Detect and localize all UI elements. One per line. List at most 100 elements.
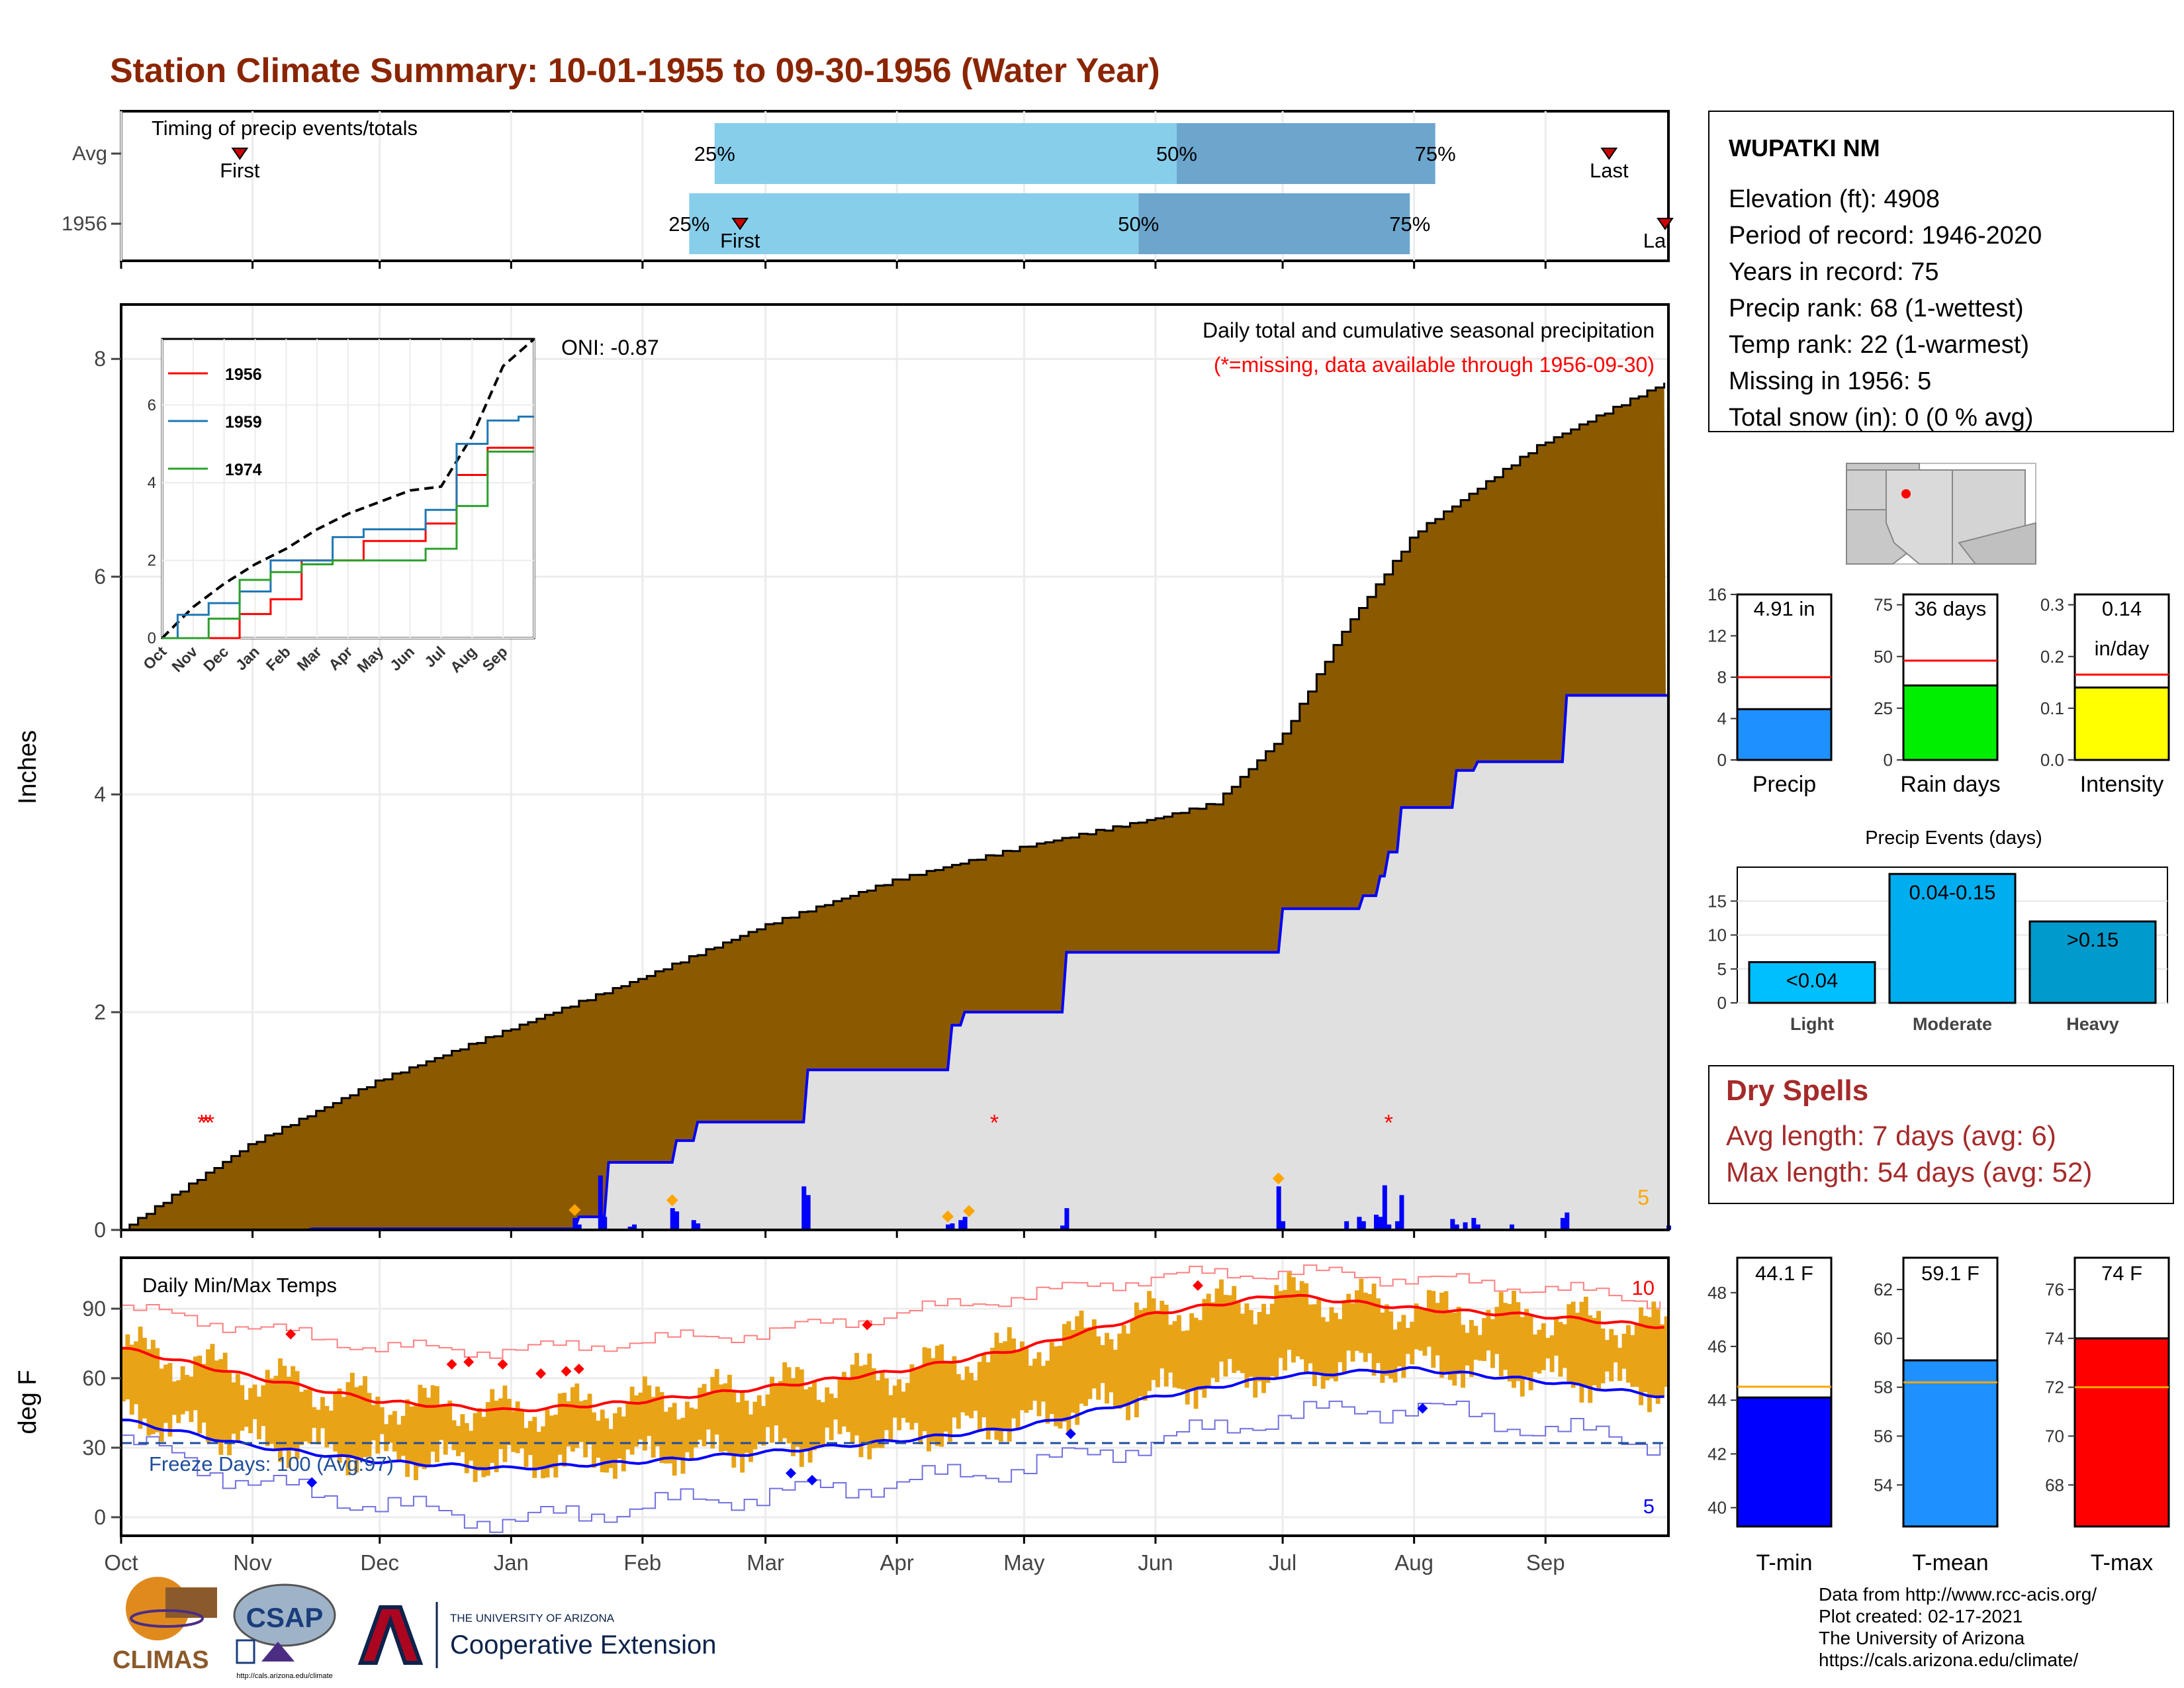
daily-temp-bar <box>719 1384 724 1452</box>
month-label: Jul <box>1269 1550 1297 1575</box>
logos: CLIMAS CSAP http://cals.arizona.edu/clim… <box>113 1577 716 1680</box>
record-high-line <box>121 1264 1661 1359</box>
daily-temp-bar <box>578 1401 584 1442</box>
daily-temp-bar <box>371 1405 376 1440</box>
daily-temp-bar <box>1079 1310 1084 1404</box>
daily-temp-bar <box>858 1366 864 1458</box>
events-category-label: Moderate <box>1913 1014 1992 1034</box>
normal-min-line <box>120 1366 1664 1471</box>
daily-precip-bar <box>1374 1214 1379 1230</box>
daily-temp-bar <box>1431 1291 1436 1368</box>
daily-temp-bar <box>765 1394 770 1427</box>
precip-header: Daily total and cumulative seasonal prec… <box>1203 318 1655 342</box>
daily-temp-bar <box>740 1392 745 1473</box>
daily-temp-bar <box>1477 1335 1482 1361</box>
daily-temp-bar <box>727 1374 732 1455</box>
daily-temp-bar <box>1414 1303 1419 1350</box>
events-y-tick-label: 5 <box>1717 959 1727 979</box>
daily-temp-bar <box>214 1360 219 1444</box>
daily-temp-bar <box>1019 1341 1024 1411</box>
temp-bar-x-label: T-mean <box>1912 1550 1988 1575</box>
daily-temp-bar <box>1392 1329 1398 1383</box>
timing-pct-label: 75% <box>1415 142 1456 165</box>
mini-bar-y-tick-label: 75 <box>1874 595 1893 615</box>
daily-temp-bar <box>307 1387 312 1444</box>
inset-series-line <box>162 415 534 639</box>
daily-temp-bar <box>282 1366 287 1451</box>
daily-temp-bar <box>693 1409 698 1448</box>
daily-temp-bar <box>1604 1340 1610 1372</box>
daily-temp-bar <box>752 1401 758 1450</box>
dry-spells-max: Max length: 54 days (avg: 52) <box>1726 1156 2092 1188</box>
daily-temp-bar <box>218 1359 224 1455</box>
daily-temp-bar <box>761 1405 766 1446</box>
daily-precip-bar <box>598 1175 603 1230</box>
daily-temp-bar <box>1308 1304 1313 1364</box>
temp-bar-x-label: T-min <box>1756 1550 1813 1575</box>
daily-temp-bar <box>400 1415 406 1456</box>
events-bar-label: >0.15 <box>2067 928 2118 951</box>
daily-temp-bar <box>485 1402 490 1476</box>
page-title: Station Climate Summary: 10-01-1955 to 0… <box>110 52 1160 90</box>
daily-temp-bar <box>1015 1350 1021 1430</box>
record-max-marker <box>561 1366 572 1377</box>
temp-bar-y-tick-label: 56 <box>1874 1426 1893 1446</box>
daily-temp-bar <box>180 1366 185 1415</box>
daily-temp-bar <box>1588 1315 1593 1403</box>
daily-temp-bar <box>235 1374 240 1443</box>
daily-temp-bar <box>197 1355 203 1434</box>
daily-temp-bar <box>430 1385 435 1452</box>
daily-temp-bar <box>1401 1315 1406 1378</box>
daily-temp-bar <box>265 1370 270 1446</box>
daily-temp-bar <box>418 1384 423 1468</box>
temp-bar-y-tick-label: 76 <box>2045 1280 2064 1299</box>
daily-temp-bar <box>994 1333 999 1440</box>
daily-temp-bar <box>460 1414 465 1452</box>
daily-temp-bar <box>490 1389 495 1463</box>
daily-temp-bar <box>1655 1309 1661 1404</box>
month-label: Aug <box>1394 1550 1433 1575</box>
daily-temp-bar <box>1304 1283 1309 1372</box>
daily-temp-bar <box>269 1378 275 1444</box>
daily-temp-bar <box>291 1366 296 1448</box>
daily-temp-bar <box>1147 1291 1152 1391</box>
daily-temp-bar <box>1397 1321 1402 1367</box>
daily-temp-bar <box>1091 1319 1097 1389</box>
daily-temp-bar <box>477 1408 482 1471</box>
daily-temp-bar <box>850 1364 855 1443</box>
daily-temp-bar <box>1494 1307 1500 1354</box>
daily-temp-bar <box>1028 1366 1033 1411</box>
climas-logo-orbit <box>130 1609 204 1628</box>
timing-pct-label: 50% <box>1156 142 1197 165</box>
daily-temp-bar <box>1596 1311 1602 1389</box>
daily-precip-bar <box>1357 1217 1362 1230</box>
temp-bar-value-label: 59.1 F <box>1921 1262 1979 1285</box>
temp-bar-y-tick-label: 48 <box>1707 1283 1727 1303</box>
timing-pct-label: 25% <box>668 212 709 236</box>
daily-temp-bar <box>613 1413 617 1479</box>
daily-temp-bar <box>1342 1300 1347 1374</box>
temp-bar-y-tick-label: 54 <box>1874 1475 1893 1495</box>
daily-temp-bar <box>210 1344 215 1442</box>
precip-events-title: Precip Events (days) <box>1865 827 2042 849</box>
record-min-marker <box>807 1475 818 1485</box>
events-category-label: Light <box>1790 1014 1834 1034</box>
daily-temp-bar <box>892 1385 897 1418</box>
daily-temp-bar <box>1554 1317 1559 1356</box>
inset-legend: 1956 1959 1974 <box>168 365 262 479</box>
daily-temp-bar <box>1625 1325 1631 1383</box>
missing-data-marker: * <box>197 1111 206 1136</box>
daily-temp-bar <box>1197 1320 1203 1391</box>
summary-mini-bars: 4.91 in Precip 0 4 8 12 16 36 days Rain days 0 25 5… <box>1707 585 2170 797</box>
dry-spells-box: Dry Spells Avg length: 7 days (avg: 6) M… <box>1708 1065 2174 1204</box>
daily-temp-bar <box>1066 1321 1071 1434</box>
daily-temp-bar <box>185 1375 189 1411</box>
events-bar <box>1748 961 1876 1004</box>
mini-bar-fill <box>2073 686 2170 761</box>
daily-temp-bar <box>841 1372 846 1427</box>
daily-temp-bar <box>1528 1314 1533 1391</box>
daily-temp-bar <box>710 1377 715 1449</box>
daily-temp-bar <box>473 1413 478 1482</box>
